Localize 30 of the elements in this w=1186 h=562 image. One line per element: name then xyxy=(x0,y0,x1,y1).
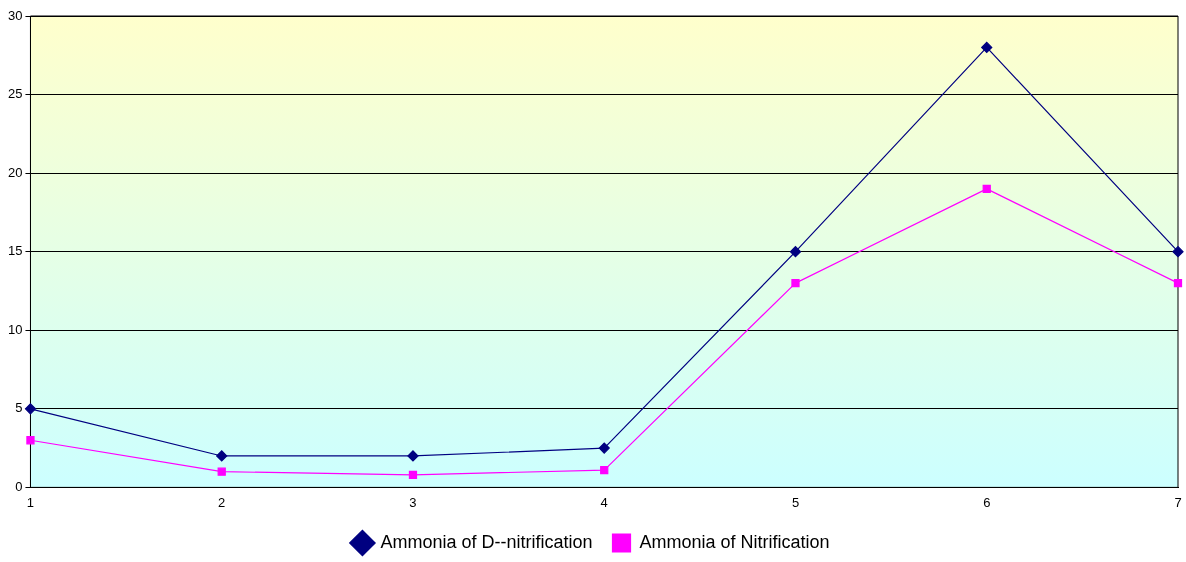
point xyxy=(1172,246,1184,258)
point xyxy=(791,278,800,288)
x-tick-label: 5 xyxy=(791,494,800,510)
point xyxy=(217,467,226,476)
x-tick-label: 1 xyxy=(26,494,35,510)
point xyxy=(407,450,419,462)
x-tick-label: 4 xyxy=(600,494,608,510)
y-tick-label: 30 xyxy=(7,7,23,23)
x-tick-label: 7 xyxy=(1174,494,1182,510)
point xyxy=(1173,278,1183,288)
point xyxy=(24,403,37,415)
y-tick-label: 5 xyxy=(15,400,23,416)
y-tick-label: 10 xyxy=(7,321,23,337)
point xyxy=(26,436,35,445)
x-tick-label: 6 xyxy=(983,494,991,510)
y-tick-label: 20 xyxy=(7,164,23,180)
point xyxy=(982,184,991,193)
y-tick-label: 15 xyxy=(7,243,23,259)
point xyxy=(789,246,802,258)
y-tick-label: 25 xyxy=(7,86,23,102)
legend-label: Ammonia of Nitrification xyxy=(639,531,830,552)
point xyxy=(216,450,228,462)
x-tick-label: 2 xyxy=(218,494,226,510)
x-tick-label: 3 xyxy=(409,494,417,510)
point xyxy=(598,442,610,454)
y-tick-label: 0 xyxy=(15,478,23,494)
point xyxy=(408,470,418,479)
point xyxy=(600,465,609,475)
point xyxy=(981,41,993,54)
legend-label: Ammonia of D--nitrification xyxy=(380,531,593,552)
